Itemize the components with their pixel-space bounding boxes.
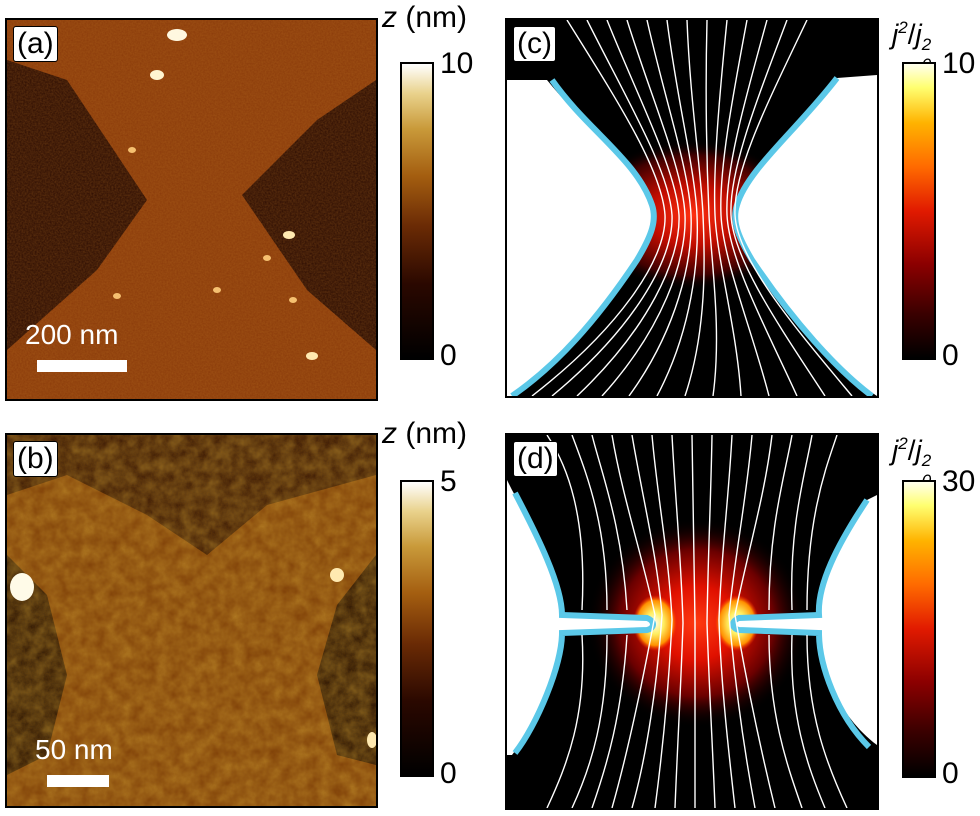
colorbar-b xyxy=(400,480,434,777)
colorbar-d-max: 30 xyxy=(942,465,976,498)
panel-label-d: (d) xyxy=(513,441,558,477)
panel-label-c: (c) xyxy=(513,26,556,62)
panel-d-simulation: (d) xyxy=(505,433,879,810)
colorbar-c xyxy=(902,62,936,360)
colorbar-c-label: j2/j20 xyxy=(892,18,932,74)
colorbar-b-label: z (nm) xyxy=(382,417,467,450)
colorbar-c-max: 10 xyxy=(942,47,976,80)
colorbar-d xyxy=(902,480,936,778)
colorbar-a-label: z (nm) xyxy=(382,1,467,34)
panel-c-simulation: (d) (c) xyxy=(505,18,879,398)
simulation-d xyxy=(507,435,877,808)
streamlines-d xyxy=(546,435,848,808)
colorbar-a-max: 10 xyxy=(440,47,474,80)
colorbar-d-min: 0 xyxy=(942,757,959,790)
colorbar-b-max: 5 xyxy=(440,465,457,498)
panel-label-a: (a) xyxy=(13,26,58,62)
scale-bar-label-b: 50 nm xyxy=(35,734,113,765)
afm-image-a xyxy=(7,20,376,399)
colorbar-a-min: 0 xyxy=(440,339,457,372)
colorbar-a xyxy=(400,62,434,360)
scale-bar-a xyxy=(37,360,127,372)
simulation-c xyxy=(507,20,877,396)
afm-image-b xyxy=(7,435,376,806)
panel-b-afm-image: (b) 50 nm xyxy=(5,433,378,808)
panel-a-afm-image: (a) 200 nm xyxy=(5,18,378,401)
colorbar-b-min: 0 xyxy=(440,757,457,790)
scale-bar-label-a: 200 nm xyxy=(25,319,119,350)
colorbar-c-min: 0 xyxy=(942,339,959,372)
panel-label-b: (b) xyxy=(13,441,58,477)
scale-bar-b xyxy=(47,775,109,787)
colorbar-d-label: j2/j20 xyxy=(892,434,932,490)
streamlines-c xyxy=(531,20,853,396)
